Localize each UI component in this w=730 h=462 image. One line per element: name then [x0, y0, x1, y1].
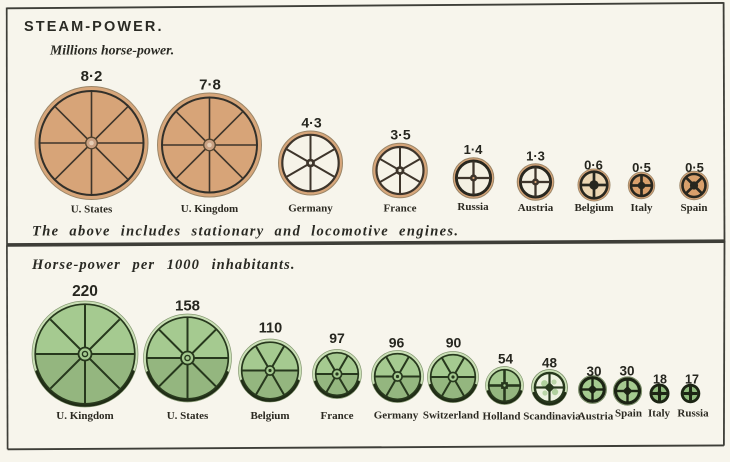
svg-text:Russia: Russia — [677, 408, 709, 420]
svg-text:Germany: Germany — [374, 410, 419, 422]
svg-text:U. States: U. States — [71, 204, 113, 216]
svg-text:U. Kingdom: U. Kingdom — [181, 203, 238, 215]
svg-text:Russia: Russia — [457, 201, 489, 213]
svg-text:90: 90 — [446, 335, 462, 351]
svg-text:220: 220 — [72, 283, 98, 300]
svg-text:Spain: Spain — [681, 202, 708, 214]
svg-text:97: 97 — [329, 330, 345, 346]
svg-text:96: 96 — [389, 335, 405, 351]
svg-text:Austria: Austria — [518, 202, 554, 214]
svg-text:17: 17 — [685, 373, 699, 387]
svg-text:Spain: Spain — [615, 408, 642, 420]
svg-text:Scandinavia: Scandinavia — [523, 411, 581, 423]
svg-text:3·5: 3·5 — [390, 127, 410, 143]
svg-text:110: 110 — [259, 321, 282, 337]
svg-text:The above includes stationary: The above includes stationary and locomo… — [32, 224, 459, 240]
svg-text:STEAM-POWER.: STEAM-POWER. — [24, 19, 164, 35]
svg-text:Horse-power per 1000 inhabitan: Horse-power per 1000 inhabitants. — [31, 257, 296, 273]
svg-text:54: 54 — [498, 352, 514, 367]
svg-text:30: 30 — [586, 364, 601, 379]
svg-text:Belgium: Belgium — [574, 202, 613, 214]
svg-text:0·6: 0·6 — [584, 158, 603, 173]
svg-text:Austria: Austria — [578, 411, 614, 423]
svg-text:Italy: Italy — [631, 202, 654, 214]
svg-text:4·3: 4·3 — [301, 115, 321, 131]
svg-text:18: 18 — [653, 373, 667, 387]
svg-text:0·5: 0·5 — [632, 160, 651, 175]
svg-text:Germany: Germany — [288, 203, 333, 215]
svg-text:8·2: 8·2 — [81, 68, 103, 85]
svg-text:France: France — [384, 203, 417, 215]
svg-text:France: France — [321, 410, 354, 422]
svg-text:U. Kingdom: U. Kingdom — [56, 410, 113, 422]
svg-text:1·3: 1·3 — [526, 149, 545, 164]
svg-text:1·4: 1·4 — [464, 142, 484, 157]
svg-text:48: 48 — [542, 356, 558, 371]
svg-text:Belgium: Belgium — [250, 410, 289, 422]
svg-text:Holland: Holland — [483, 411, 521, 423]
svg-text:0·5: 0·5 — [685, 160, 704, 175]
svg-text:Italy: Italy — [648, 408, 671, 420]
svg-text:7·8: 7·8 — [199, 77, 221, 94]
svg-text:U. States: U. States — [167, 410, 209, 422]
svg-text:158: 158 — [175, 298, 200, 315]
svg-text:Switzerland: Switzerland — [423, 410, 479, 422]
svg-text:30: 30 — [619, 364, 634, 379]
svg-text:Millions horse-power.: Millions horse-power. — [49, 43, 174, 58]
